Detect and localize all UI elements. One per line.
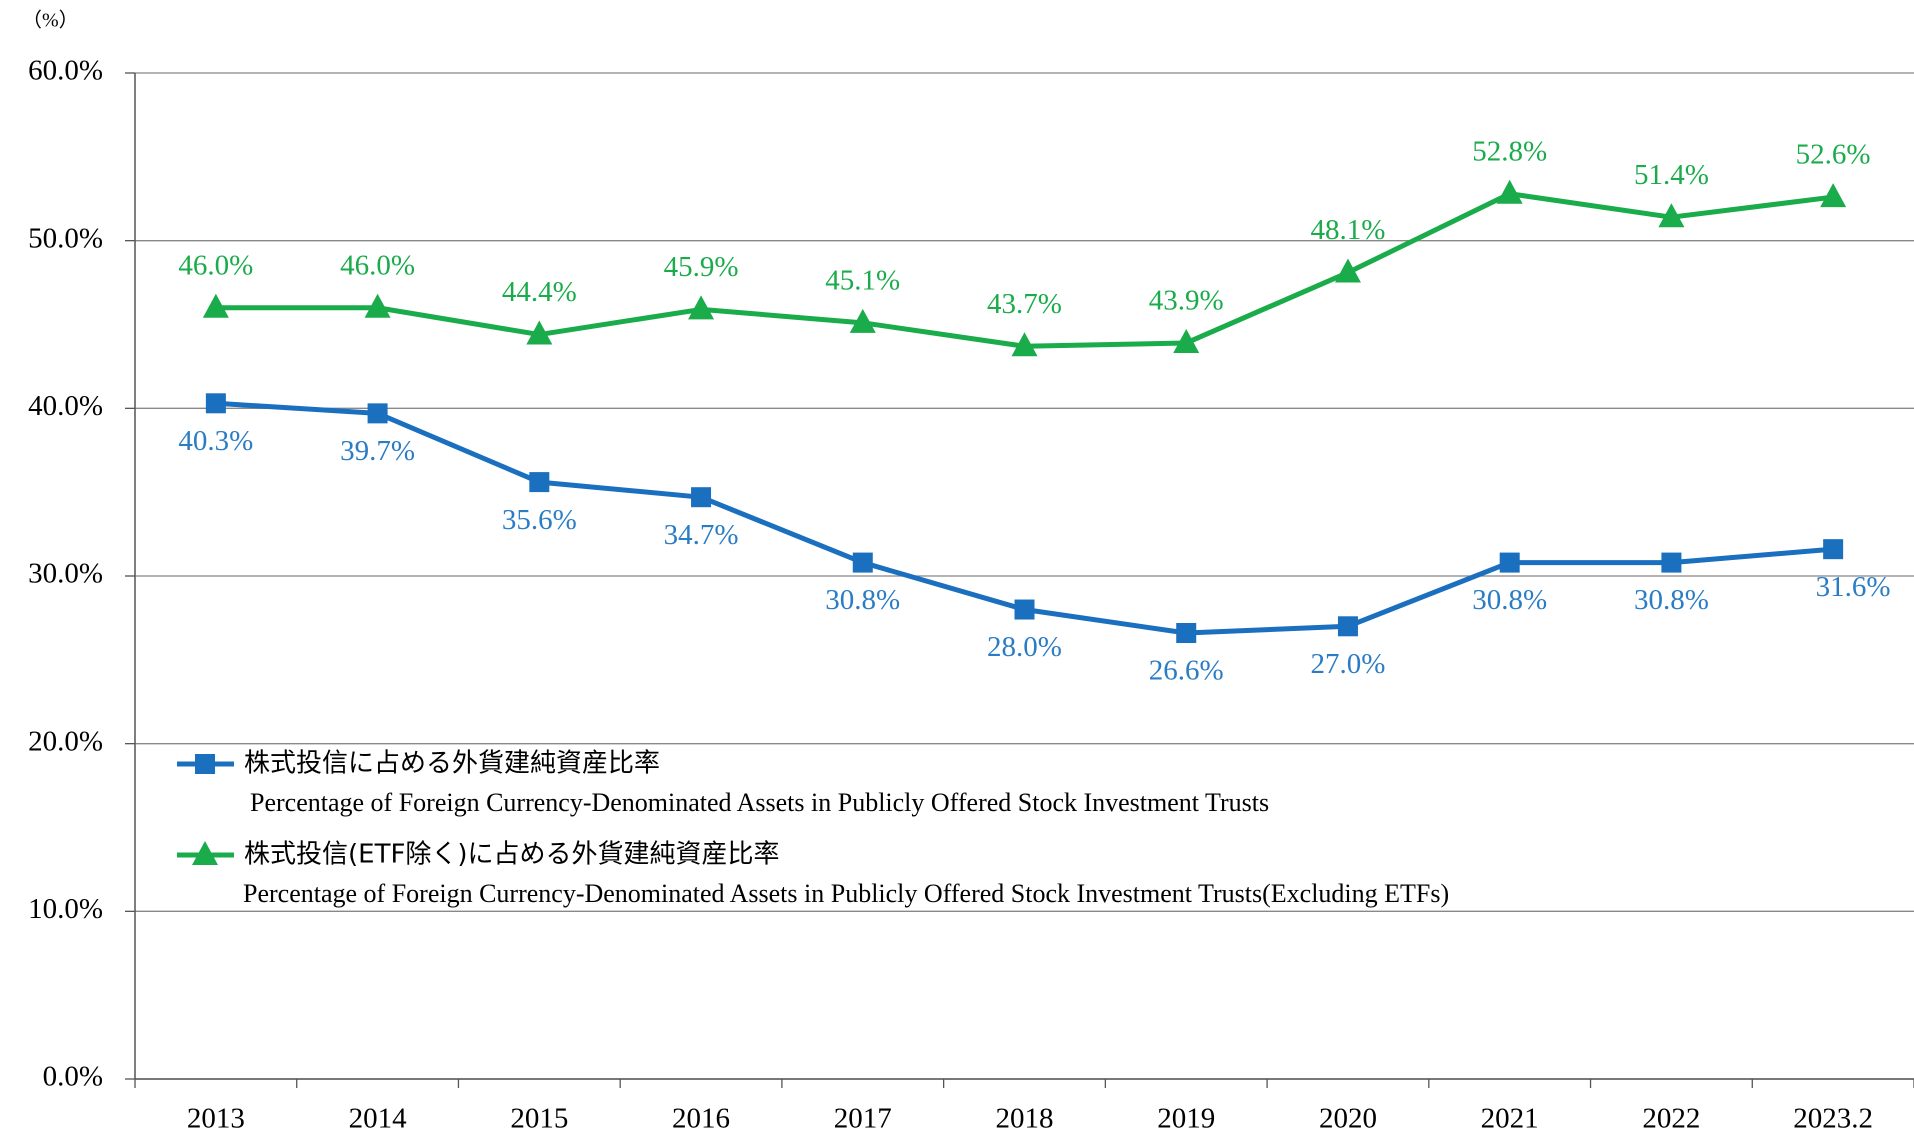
y-tick-label: 40.0% xyxy=(28,390,103,422)
data-point xyxy=(205,393,226,414)
data-label: 26.6% xyxy=(1149,655,1224,687)
data-label: 52.6% xyxy=(1796,139,1871,171)
x-tick-label: 2014 xyxy=(349,1103,408,1135)
x-tick-label: 2018 xyxy=(996,1103,1054,1135)
data-label: 30.8% xyxy=(1472,584,1547,616)
data-point xyxy=(1334,258,1361,283)
legend-label-en: Percentage of Foreign Currency-Denominat… xyxy=(250,788,1269,817)
data-point xyxy=(688,295,715,320)
series-line xyxy=(215,400,1834,636)
data-point xyxy=(1499,552,1520,573)
axis-label: （%） xyxy=(22,9,79,32)
data-point xyxy=(1661,552,1682,573)
data-label: 44.4% xyxy=(502,276,577,308)
data-label: 40.3% xyxy=(178,425,253,457)
series-line xyxy=(215,191,1834,349)
legend-marker xyxy=(192,841,218,865)
data-label: 48.1% xyxy=(1310,214,1385,246)
data-label: 43.9% xyxy=(1149,285,1224,317)
data-label: 46.0% xyxy=(178,249,253,281)
data-label: 27.0% xyxy=(1310,648,1385,680)
data-label: 31.6% xyxy=(1816,571,1891,603)
data-point xyxy=(1496,179,1523,204)
legend-label-en: Percentage of Foreign Currency-Denominat… xyxy=(243,879,1449,908)
x-tick-label: 2021 xyxy=(1481,1103,1539,1135)
data-point xyxy=(1658,203,1685,228)
data-point xyxy=(367,403,388,424)
y-tick-label: 0.0% xyxy=(43,1061,103,1093)
data-point xyxy=(1176,623,1197,644)
data-point xyxy=(691,487,712,508)
x-tick-label: 2020 xyxy=(1319,1103,1377,1135)
data-label: 35.6% xyxy=(502,504,577,536)
data-label: 28.0% xyxy=(987,631,1062,663)
data-label: 39.7% xyxy=(340,435,415,467)
data-label: 51.4% xyxy=(1634,159,1709,191)
data-point xyxy=(364,293,391,318)
x-tick-label: 2017 xyxy=(834,1103,892,1135)
data-label: 52.8% xyxy=(1472,135,1547,167)
data-label: 46.0% xyxy=(340,249,415,281)
legend-label: 株式投信(ETF除く)に占める外貨建純資産比率 xyxy=(244,840,780,870)
data-point xyxy=(1014,599,1035,620)
data-point xyxy=(529,472,550,493)
y-tick-label: 10.0% xyxy=(28,893,103,925)
x-tick-label: 2016 xyxy=(672,1103,730,1135)
x-tick-label: 2019 xyxy=(1157,1103,1215,1135)
data-point xyxy=(526,320,553,345)
data-point xyxy=(1823,539,1844,560)
data-label: 45.1% xyxy=(825,264,900,296)
y-tick-label: 60.0% xyxy=(28,55,103,87)
data-label: 34.7% xyxy=(664,519,739,551)
data-point xyxy=(1820,183,1847,208)
y-tick-label: 50.0% xyxy=(28,222,103,254)
x-tick-label: 2023.2 xyxy=(1793,1103,1873,1135)
data-point xyxy=(202,293,229,318)
x-tick-label: 2022 xyxy=(1642,1103,1700,1135)
data-point xyxy=(1173,328,1200,353)
data-point xyxy=(1337,616,1358,637)
x-tick-label: 2013 xyxy=(187,1103,245,1135)
data-label: 30.8% xyxy=(825,584,900,616)
data-point xyxy=(1011,332,1038,357)
data-label: 30.8% xyxy=(1634,584,1709,616)
data-label: 43.7% xyxy=(987,288,1062,320)
y-tick-label: 30.0% xyxy=(28,558,103,590)
data-point xyxy=(849,308,876,333)
x-tick-label: 2015 xyxy=(510,1103,568,1135)
y-tick-label: 20.0% xyxy=(28,725,103,757)
legend-label: 株式投信に占める外貨建純資産比率 xyxy=(244,749,660,779)
data-label: 45.9% xyxy=(664,251,739,283)
legend-marker xyxy=(195,754,215,774)
data-point xyxy=(852,552,873,573)
